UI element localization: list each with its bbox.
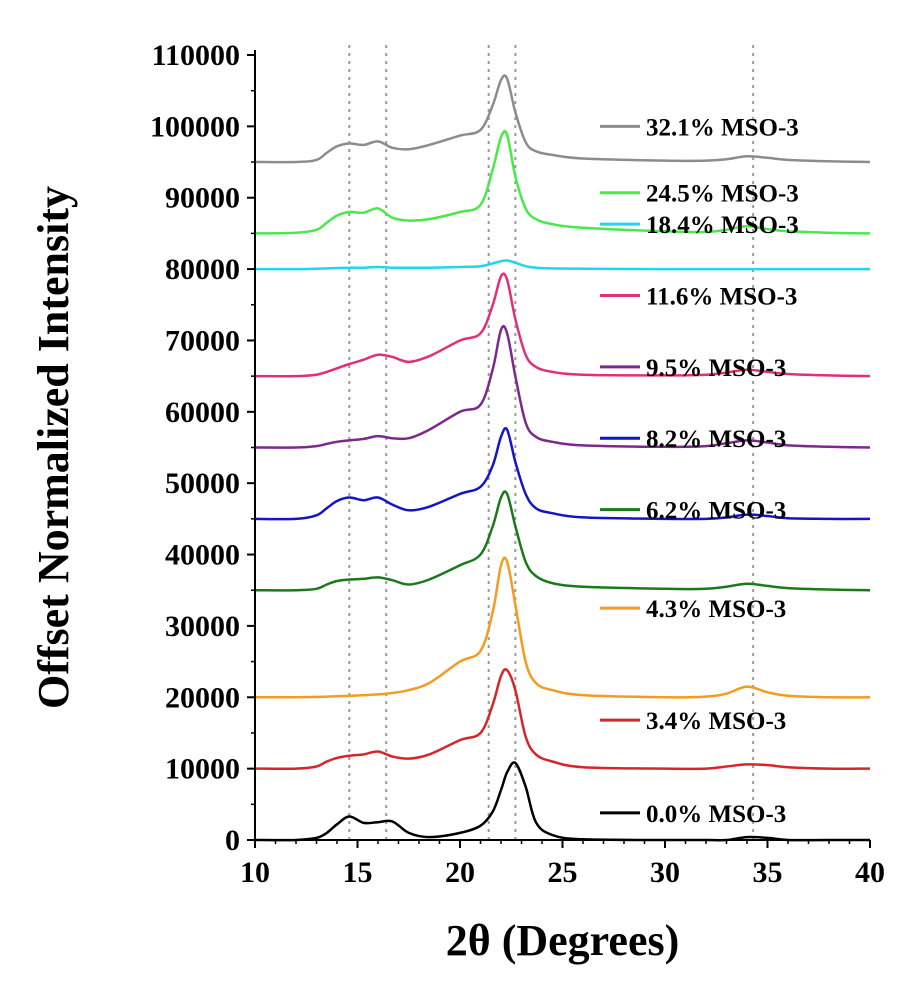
legend-label-3-4pct-mso-3: 3.4% MSO-3 <box>646 708 786 735</box>
legend-label-9-5pct-mso-3: 9.5% MSO-3 <box>646 355 786 382</box>
series-line-24-5pct-mso-3 <box>254 129 871 235</box>
series-line-9-5pct-mso-3 <box>254 324 871 449</box>
y-tick-label: 110000 <box>152 39 240 72</box>
series-line-4-3pct-mso-3 <box>254 556 871 699</box>
x-tick-label: 40 <box>855 856 885 889</box>
series-line-8-2pct-mso-3 <box>254 426 871 521</box>
y-tick-label: 50000 <box>165 467 240 500</box>
series-line-18-4pct-mso-3 <box>254 259 870 271</box>
x-axis-title: 2θ (Degrees) <box>446 916 680 965</box>
series-lines <box>254 74 871 842</box>
x-tick-label: 10 <box>240 856 270 889</box>
legend-label-24-5pct-mso-3: 24.5% MSO-3 <box>646 181 799 208</box>
y-tick-label: 20000 <box>165 681 240 714</box>
y-tick-label: 70000 <box>165 324 240 357</box>
legend: 32.1% MSO-3 24.5% MSO-3 18.4% MSO-3 11.6% M… <box>600 114 799 828</box>
legend-label-8-2pct-mso-3: 8.2% MSO-3 <box>646 426 786 453</box>
y-tick-label: 10000 <box>165 753 240 786</box>
y-tick-label: 90000 <box>165 182 240 215</box>
y-tick-label: 40000 <box>165 539 240 572</box>
y-tick-label: 0 <box>225 824 240 857</box>
y-axis-title: Offset Normalized Intensity <box>29 186 78 709</box>
legend-label-6-2pct-mso-3: 6.2% MSO-3 <box>646 498 786 525</box>
series-line-6-2pct-mso-3 <box>254 490 871 592</box>
series-line-11-6pct-mso-3 <box>254 272 871 378</box>
x-tick-label: 30 <box>650 856 680 889</box>
legend-label-32-1pct-mso-3: 32.1% MSO-3 <box>646 114 799 141</box>
x-tick-label: 20 <box>445 856 475 889</box>
y-tick-label: 60000 <box>165 396 240 429</box>
y-tick-label: 80000 <box>165 253 240 286</box>
legend-label-18-4pct-mso-3: 18.4% MSO-3 <box>646 212 799 239</box>
x-ticks: 10 15 20 25 30 35 40 <box>240 840 885 889</box>
y-tick-label: 100000 <box>150 110 240 143</box>
x-tick-label: 15 <box>343 856 373 889</box>
series-line-3-4pct-mso-3 <box>254 668 871 771</box>
legend-label-4-3pct-mso-3: 4.3% MSO-3 <box>646 596 786 623</box>
x-tick-label: 25 <box>548 856 578 889</box>
y-ticks: 0 10000 20000 30000 40000 50000 60000 70000 8000… <box>150 39 255 857</box>
x-tick-label: 35 <box>753 856 783 889</box>
y-tick-label: 30000 <box>165 610 240 643</box>
series-line-32-1pct-mso-3 <box>254 74 871 164</box>
legend-label-0-0pct-mso-3: 0.0% MSO-3 <box>646 801 786 828</box>
legend-label-11-6pct-mso-3: 11.6% MSO-3 <box>646 283 797 310</box>
